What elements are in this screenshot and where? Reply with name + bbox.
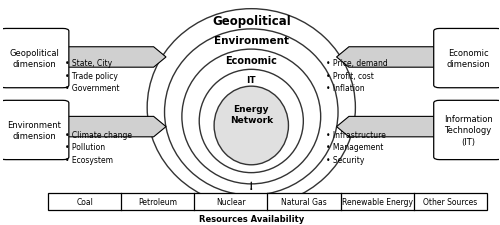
Polygon shape — [66, 47, 166, 68]
Text: Other Sources: Other Sources — [423, 197, 478, 206]
Polygon shape — [66, 117, 166, 137]
Text: • Climate change
• Pollution
• Ecosystem: • Climate change • Pollution • Ecosystem — [66, 130, 132, 164]
Text: Natural Gas: Natural Gas — [281, 197, 327, 206]
Text: Environment
dimension: Environment dimension — [8, 120, 62, 141]
Text: Resources Availability: Resources Availability — [198, 214, 304, 223]
Text: Coal: Coal — [76, 197, 93, 206]
Text: Renewable Energy: Renewable Energy — [342, 197, 412, 206]
FancyBboxPatch shape — [0, 29, 69, 88]
FancyBboxPatch shape — [434, 101, 500, 160]
Bar — [48, 193, 487, 210]
Text: Energy
Network: Energy Network — [230, 105, 273, 124]
Text: • Infrastructure
• Management
• Security: • Infrastructure • Management • Security — [326, 130, 386, 164]
Text: Petroleum: Petroleum — [138, 197, 177, 206]
FancyBboxPatch shape — [434, 29, 500, 88]
Text: Geopolitical: Geopolitical — [212, 15, 290, 28]
Polygon shape — [336, 47, 437, 68]
Text: Geopolitical
dimension: Geopolitical dimension — [10, 48, 59, 69]
Text: Nuclear: Nuclear — [216, 197, 246, 206]
Text: Information
Technology
(IT): Information Technology (IT) — [444, 114, 492, 147]
Polygon shape — [336, 117, 437, 137]
Text: • Price, demand
• Profit, cost
• Inflation: • Price, demand • Profit, cost • Inflati… — [326, 59, 388, 93]
FancyBboxPatch shape — [0, 101, 69, 160]
Text: • State, City
• Trade policy
• Government: • State, City • Trade policy • Governmen… — [66, 59, 120, 93]
Text: Environment: Environment — [214, 35, 289, 45]
Text: IT: IT — [246, 76, 256, 85]
Text: Economic
dimension: Economic dimension — [446, 48, 490, 69]
Ellipse shape — [214, 87, 288, 165]
Text: Economic: Economic — [226, 56, 277, 65]
